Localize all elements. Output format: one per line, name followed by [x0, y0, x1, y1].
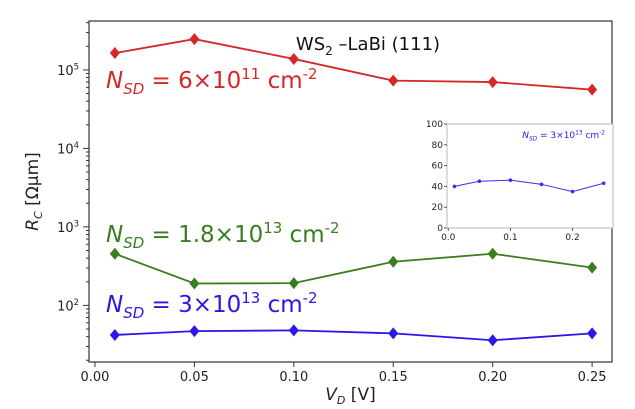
series-line	[114, 329, 593, 342]
inset-data-point	[570, 189, 575, 194]
data-point	[487, 247, 498, 260]
data-point	[189, 325, 200, 338]
data-point	[109, 47, 120, 60]
data-point	[189, 33, 200, 46]
data-point	[109, 247, 120, 260]
data-point	[288, 324, 299, 337]
data-point	[587, 83, 598, 96]
legend-label: NSD = 1.8×1013 cm-2	[106, 219, 340, 252]
x-tick-label: 0.20	[478, 370, 507, 385]
data-point	[587, 327, 598, 340]
x-tick-label: 0.15	[379, 370, 408, 385]
data-point	[487, 76, 498, 89]
inset-series-line	[454, 179, 604, 193]
y-tick-label: 102	[57, 297, 79, 314]
legend-label: NSD = 3×1013 cm-2	[106, 289, 318, 322]
inset-y-tick-label: 20	[432, 203, 444, 213]
data-point	[587, 261, 598, 274]
series-line	[114, 252, 593, 285]
inset-annotation: NSD = 3×1013 cm-2	[522, 130, 605, 142]
inset-data-point	[601, 181, 606, 186]
data-point	[487, 334, 498, 347]
data-point	[388, 327, 399, 340]
inset-x-tick-label: 0.2	[565, 233, 579, 243]
legend-label: NSD = 6×1011 cm-2	[106, 65, 318, 98]
x-axis-label: VD [V]	[325, 385, 375, 407]
inset-y-tick-label: 40	[432, 182, 444, 192]
inset-data-point	[452, 184, 457, 189]
data-point	[288, 52, 299, 65]
data-point	[109, 328, 120, 341]
data-point	[388, 74, 399, 87]
data-point	[388, 255, 399, 268]
chart-title: WS2 –LaBi (111)	[296, 34, 440, 58]
y-tick-label: 104	[57, 140, 79, 157]
inset-y-tick-label: 100	[426, 120, 443, 130]
inset-data-point	[477, 179, 482, 183]
inset-data-point	[539, 182, 544, 187]
data-point	[189, 277, 200, 290]
inset-y-tick-label: 0	[437, 224, 443, 234]
series-line	[114, 38, 593, 91]
inset-frame	[446, 123, 614, 229]
x-tick-label: 0.25	[578, 370, 607, 385]
y-tick-label: 105	[57, 62, 79, 79]
data-point	[288, 277, 299, 290]
inset-data-point	[508, 178, 513, 182]
x-tick-label: 0.05	[180, 370, 209, 385]
x-tick-label: 0.10	[279, 370, 308, 385]
inset-y-tick-label: 80	[432, 141, 444, 151]
x-tick-label: 0.00	[80, 370, 109, 385]
inset-x-tick-label: 0.1	[503, 233, 517, 243]
inset-y-tick-label: 60	[432, 162, 444, 172]
y-axis-label: RC [Ωμm]	[23, 152, 45, 231]
inset-x-tick-label: 0.0	[441, 233, 456, 243]
y-tick-label: 103	[57, 219, 79, 236]
